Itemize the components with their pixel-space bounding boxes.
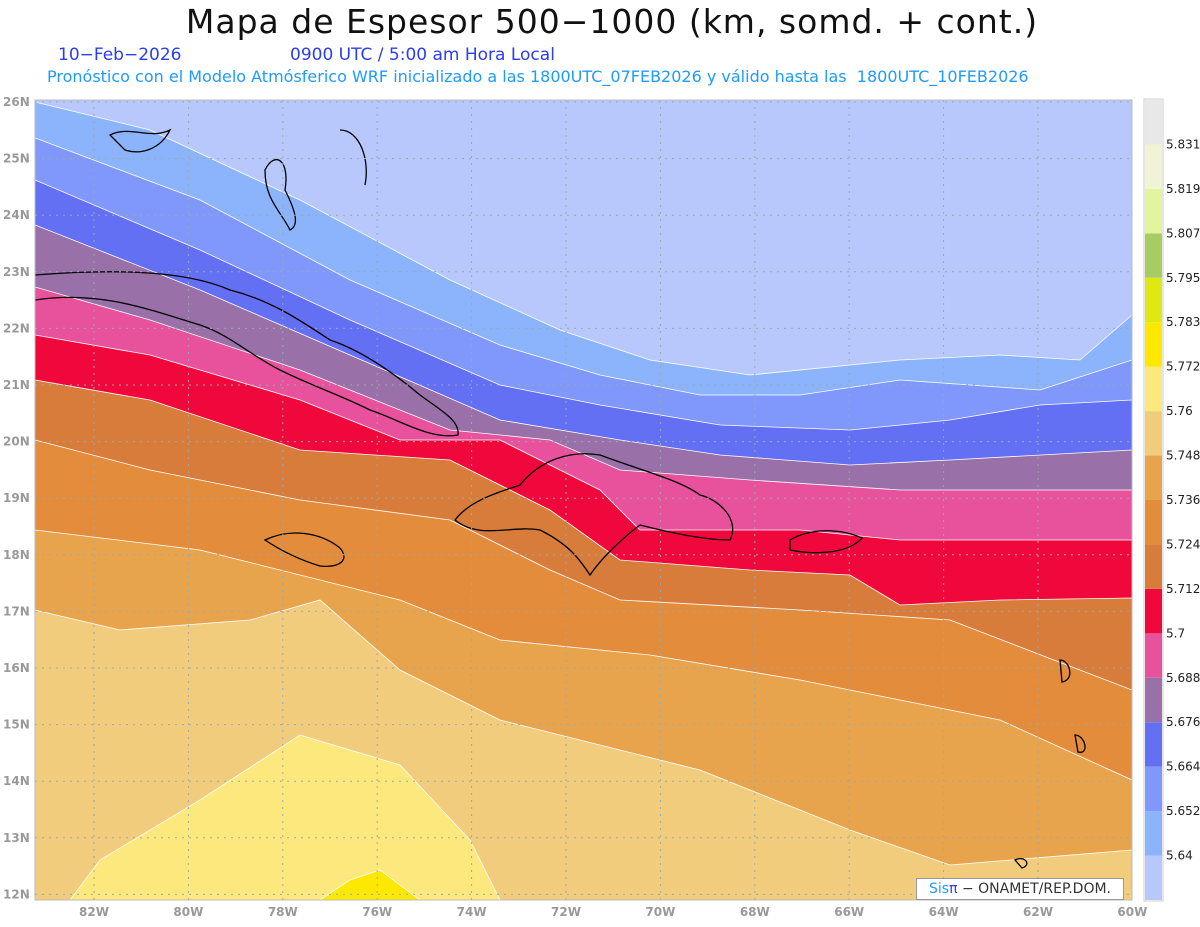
colorbar-swatch: [1145, 588, 1162, 634]
lon-label: 64W: [929, 905, 959, 919]
colorbar-swatch: [1145, 144, 1162, 189]
lat-label: 20N: [3, 435, 30, 449]
coastlines: [35, 128, 1086, 869]
colorbar-swatch: [1145, 855, 1162, 900]
colorbar-label: 5.819: [1166, 182, 1200, 196]
lon-label: 76W: [362, 905, 392, 919]
lon-label: 74W: [457, 905, 487, 919]
lon-label: 82W: [79, 905, 109, 919]
colorbar-swatch: [1145, 188, 1162, 234]
lat-label: 26N: [3, 95, 30, 109]
lon-label: 60W: [1117, 905, 1147, 919]
lat-label: 14N: [3, 774, 30, 788]
colorbar-swatch: [1145, 544, 1162, 589]
colorbar-label: 5.712: [1166, 582, 1200, 596]
colorbar-swatch: [1145, 766, 1162, 812]
colorbar-label: 5.652: [1166, 804, 1200, 818]
lat-label: 12N: [3, 887, 30, 901]
lat-label: 19N: [3, 491, 30, 505]
colorbar-label: 5.807: [1166, 226, 1200, 240]
lon-label: 72W: [551, 905, 581, 919]
colorbar-swatch: [1145, 722, 1162, 767]
lat-label: 13N: [3, 831, 30, 845]
lon-label: 80W: [173, 905, 203, 919]
forecast-date: 10−Feb−2026: [58, 45, 182, 65]
lon-label: 78W: [268, 905, 298, 919]
colorbar-swatch: [1145, 411, 1162, 456]
lat-label: 18N: [3, 548, 30, 562]
axis-labels: 82W 80W 78W 76W 74W 72W 70W 68W 66W 64W 62W 60W 26N 2…: [3, 95, 1147, 919]
colorbar-label: 5.676: [1166, 715, 1200, 729]
colorbar-label: 5.748: [1166, 449, 1200, 463]
colorbar-label: 5.724: [1166, 537, 1200, 551]
lat-label: 21N: [3, 378, 30, 392]
colorbar-swatch: [1145, 322, 1162, 367]
colorbar-swatch: [1145, 100, 1162, 145]
colorbar-label: 5.772: [1166, 360, 1200, 374]
colorbar-label: 5.783: [1166, 315, 1200, 329]
watermark-org: − ONAMET/REP.DOM.: [957, 881, 1112, 897]
colorbar-label: 5.736: [1166, 493, 1200, 507]
band-11: [69, 734, 501, 900]
colorbar-label: 5.664: [1166, 760, 1200, 774]
band-12: [319, 869, 421, 900]
forecast-time: 0900 UTC / 5:00 am Hora Local: [290, 45, 555, 65]
map-frame: [34, 99, 1133, 901]
watermark-brand: Sis: [928, 881, 950, 897]
watermark-pi: π: [949, 881, 958, 897]
lon-label: 66W: [834, 905, 864, 919]
lat-label: 23N: [3, 265, 30, 279]
colorbar-label: 5.831: [1166, 137, 1200, 151]
lon-label: 62W: [1023, 905, 1053, 919]
colorbar-swatch: [1145, 277, 1162, 323]
lon-label: 70W: [645, 905, 675, 919]
lat-label: 25N: [3, 152, 30, 166]
colorbar-label: 5.7: [1166, 626, 1185, 640]
colorbar-swatch: [1145, 233, 1162, 278]
colorbar-label: 5.795: [1166, 271, 1200, 285]
graticule: [35, 100, 1132, 900]
model-subtitle: Pronóstico con el Modelo Atmósferico WRF…: [47, 67, 1029, 86]
colorbar-swatch: [1145, 455, 1162, 500]
lat-label: 17N: [3, 604, 30, 618]
map-title: Mapa de Espesor 500−1000 (km, somd. + co…: [185, 2, 1039, 41]
lat-label: 16N: [3, 661, 30, 675]
watermark: Sisπ − ONAMET/REP.DOM.: [916, 878, 1124, 900]
colorbar-label: 5.688: [1166, 671, 1200, 685]
colorbar-label: 5.76: [1166, 404, 1193, 418]
colorbar: 5.64 5.652 5.664 5.676 5.688 5.7 5.712 5.724 5.7…: [1143, 98, 1200, 902]
lon-label: 68W: [740, 905, 770, 919]
lat-label: 15N: [3, 718, 30, 732]
colorbar-frame: [1143, 98, 1164, 902]
colorbar-label: 5.64: [1166, 849, 1193, 863]
thickness-bands: [35, 100, 1132, 900]
colorbar-swatch: [1145, 500, 1162, 545]
lat-label: 22N: [3, 321, 30, 335]
colorbar-swatch: [1145, 811, 1162, 856]
colorbar-swatch: [1145, 677, 1162, 723]
colorbar-swatch: [1145, 633, 1162, 678]
lat-label: 24N: [3, 208, 30, 222]
colorbar-swatch: [1145, 366, 1162, 412]
